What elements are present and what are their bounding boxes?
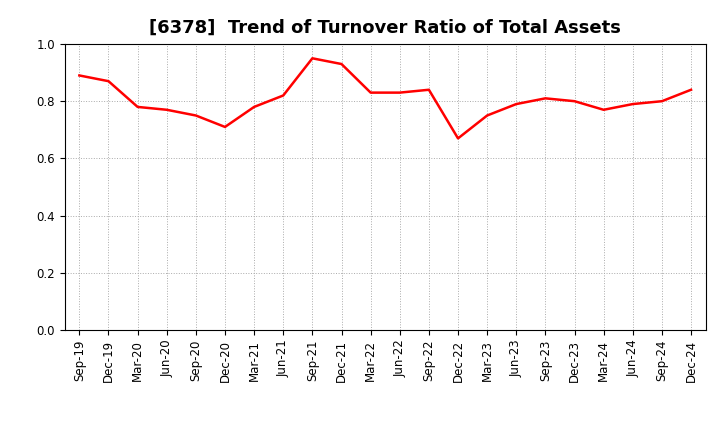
Title: [6378]  Trend of Turnover Ratio of Total Assets: [6378] Trend of Turnover Ratio of Total … (149, 19, 621, 37)
